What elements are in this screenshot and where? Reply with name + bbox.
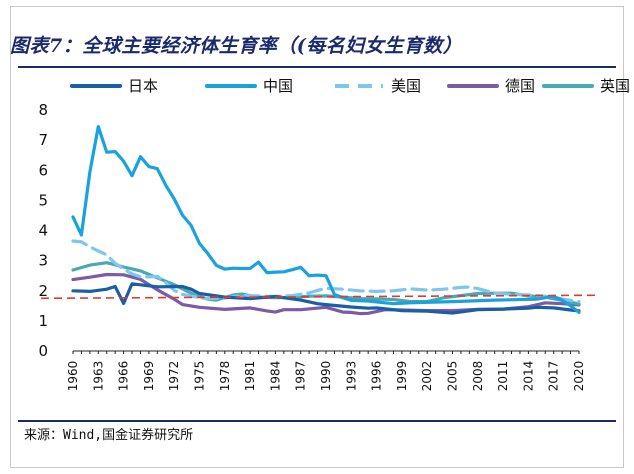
source-note: 来源：Wind,国金证券研究所 (24, 428, 194, 443)
x-tick-label: 2002 (420, 361, 434, 392)
x-tick-label: 2008 (471, 361, 485, 392)
y-tick-label: 5 (38, 191, 48, 209)
x-tick-label: 1966 (117, 361, 131, 392)
x-tick-label: 2017 (547, 361, 561, 392)
title-rule (18, 66, 616, 68)
figure-title: 图表7：全球主要经济体生育率（(每名妇女生育数） (10, 35, 463, 57)
legend-label: 德国 (505, 77, 535, 95)
x-tick-label: 2005 (446, 361, 460, 392)
x-tick-label: 1978 (218, 361, 232, 392)
figure-frame (10, 6, 624, 468)
x-tick-label: 1996 (370, 361, 384, 392)
y-tick-label: 4 (38, 222, 48, 240)
y-tick-label: 8 (38, 101, 48, 119)
series-lines (71, 125, 581, 316)
y-tick-label: 0 (38, 342, 48, 360)
y-axis: 0 1 2 3 4 5 6 7 8 (38, 101, 48, 360)
x-tick-label: 1969 (142, 361, 156, 392)
y-tick-label: 3 (38, 252, 48, 270)
y-tick-label: 6 (38, 161, 48, 179)
x-tick-label: 2014 (521, 361, 535, 392)
reference-line (40, 294, 598, 300)
y-tick-label: 1 (38, 312, 48, 330)
x-tick-label: 2020 (572, 361, 586, 392)
x-tick-label: 1981 (243, 361, 257, 392)
legend-label: 日本 (128, 77, 158, 95)
reference-dashed-line (40, 294, 598, 300)
series-line-2 (71, 239, 581, 304)
source-rule (18, 420, 616, 422)
chart-legend: 日本 中国 美国 德国 英国 (70, 77, 630, 95)
y-tick-label: 7 (38, 131, 48, 149)
legend-label: 英国 (600, 77, 630, 95)
series-line-0 (71, 282, 581, 315)
y-tick-label: 2 (38, 282, 48, 300)
x-tick-label: 1963 (91, 361, 105, 392)
legend-label: 中国 (263, 77, 293, 95)
x-tick-label: 1993 (344, 361, 358, 392)
series-line-1 (71, 125, 581, 314)
x-tick-label: 1984 (268, 361, 282, 392)
x-tick-label: 1999 (395, 361, 409, 392)
x-tick-label: 1987 (294, 361, 308, 392)
legend-label: 美国 (391, 77, 421, 95)
x-tick-label: 1972 (167, 361, 181, 392)
x-tick-label: 1975 (193, 361, 207, 392)
x-tick-label: 2011 (496, 361, 510, 392)
x-axis: 1960 1963 1966 1969 1972 1975 1978 1981 1984 1987… (66, 350, 586, 392)
x-tick-label: 1960 (66, 361, 80, 392)
x-tick-label: 1990 (319, 361, 333, 392)
